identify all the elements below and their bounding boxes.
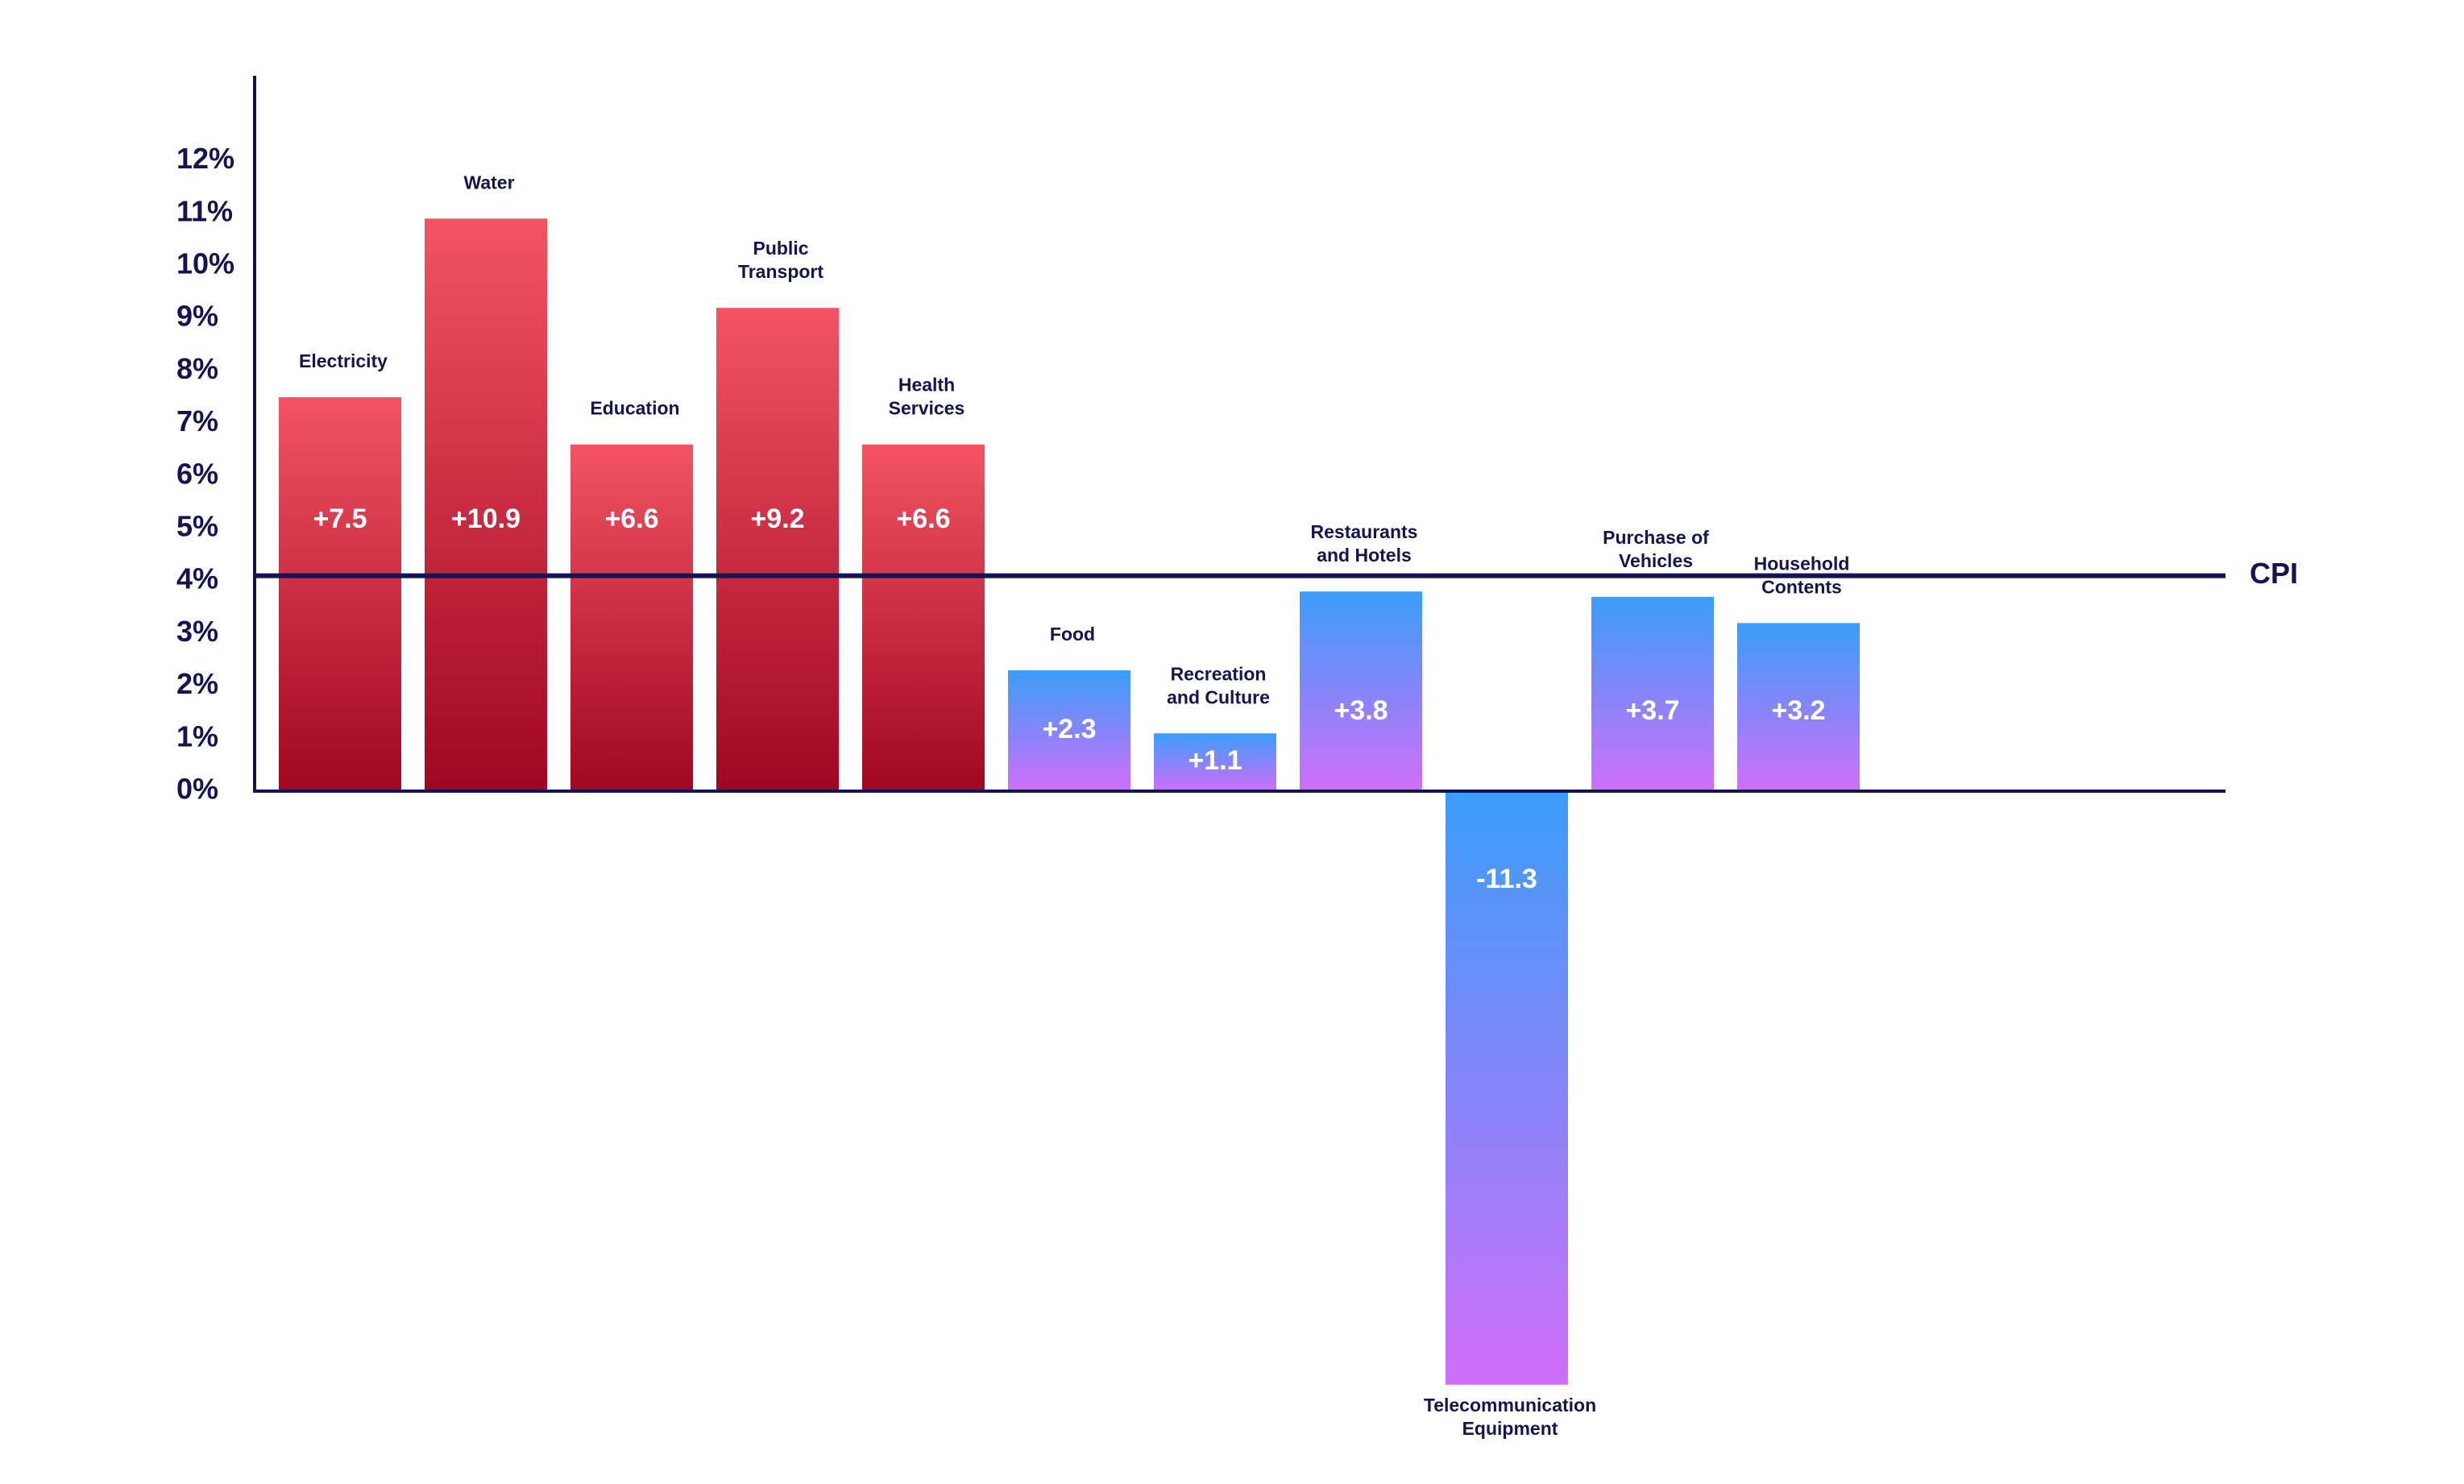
category-label: Recreation and Culture bbox=[1167, 663, 1270, 707]
y-tick-label: 4% bbox=[176, 562, 218, 595]
bar bbox=[570, 444, 693, 791]
bar bbox=[425, 218, 547, 791]
bar-value-label: +9.2 bbox=[750, 504, 804, 534]
category-label: Restaurants and Hotels bbox=[1311, 521, 1418, 566]
y-tick-label: 6% bbox=[176, 457, 218, 490]
bar-value-label: +3.8 bbox=[1334, 695, 1388, 726]
bar-value-label: +2.3 bbox=[1042, 714, 1096, 744]
bar-value-label: -11.3 bbox=[1476, 864, 1537, 894]
y-tick-label: 8% bbox=[176, 352, 218, 385]
bar-value-label: +10.9 bbox=[451, 504, 521, 534]
category-label: Food bbox=[1050, 624, 1095, 645]
y-tick-label: 10% bbox=[176, 247, 234, 280]
y-tick-label: 3% bbox=[176, 615, 218, 648]
y-tick-label: 11% bbox=[176, 194, 233, 227]
bar bbox=[279, 397, 401, 791]
bar-value-label: +3.7 bbox=[1625, 695, 1679, 726]
bar bbox=[862, 444, 985, 791]
bar-value-label: +6.6 bbox=[896, 504, 950, 534]
y-tick-label: 12% bbox=[176, 142, 234, 175]
bars: +7.5 Electricity +10.9 Water +6.6 Education +9… bbox=[279, 172, 1860, 1439]
bar bbox=[1300, 591, 1422, 791]
category-label: Public Transport bbox=[738, 238, 823, 282]
bar bbox=[1446, 791, 1568, 1385]
bar-value-label: +1.1 bbox=[1188, 745, 1242, 776]
y-tick-label: 5% bbox=[176, 510, 218, 543]
bar-value-label: +3.2 bbox=[1771, 695, 1825, 726]
y-tick-label: 0% bbox=[176, 773, 218, 806]
bar bbox=[1008, 670, 1130, 791]
bar bbox=[1591, 596, 1714, 791]
category-label: Household Contents bbox=[1754, 553, 1850, 597]
cpi-label: CPI bbox=[2250, 557, 2298, 590]
y-axis-ticks: 0% 1% 2% 3% 4% 5% 6% 7% 8% 9% 10% 11% 12% bbox=[176, 142, 234, 805]
category-label: Electricity bbox=[299, 350, 388, 371]
y-tick-label: 2% bbox=[176, 667, 218, 700]
y-tick-label: 9% bbox=[176, 300, 218, 333]
bar bbox=[1154, 733, 1276, 791]
bar-value-label: +7.5 bbox=[313, 504, 367, 534]
category-label: Education bbox=[590, 398, 679, 419]
bar-value-label: +6.6 bbox=[604, 504, 658, 534]
y-tick-label: 7% bbox=[176, 404, 218, 437]
category-label: Purchase of Vehicles bbox=[1603, 527, 1709, 571]
category-label: Health Services bbox=[889, 375, 965, 419]
category-label: Telecommunication Equipment bbox=[1424, 1395, 1596, 1439]
category-label: Water bbox=[463, 172, 514, 193]
y-tick-label: 1% bbox=[176, 719, 218, 752]
bar bbox=[1737, 623, 1860, 791]
bar bbox=[716, 308, 839, 791]
